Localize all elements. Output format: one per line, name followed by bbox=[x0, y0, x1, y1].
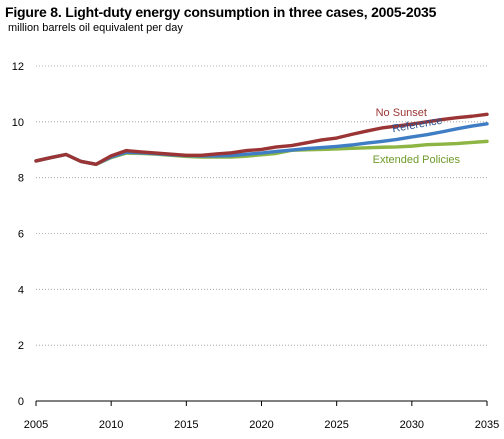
grid-layer bbox=[36, 65, 487, 346]
y-tick-label: 10 bbox=[12, 117, 24, 129]
x-tick-label: 2035 bbox=[475, 419, 499, 431]
series-line-no-sunset bbox=[34, 112, 489, 166]
x-tick-label: 2020 bbox=[249, 419, 273, 431]
y-tick-label: 8 bbox=[18, 173, 24, 185]
axis-layer: 0 2 4 6 8 10 12 2005 2010 2015 2020 2025 2030 2035 bbox=[12, 61, 499, 431]
x-tick-label: 2005 bbox=[24, 419, 48, 431]
x-tick-label: 2030 bbox=[400, 419, 424, 431]
y-tick-label: 12 bbox=[12, 61, 24, 73]
y-tick-label: 6 bbox=[18, 229, 24, 241]
y-tick-label: 2 bbox=[18, 340, 24, 352]
series-layer bbox=[34, 112, 489, 166]
x-tick-label: 2015 bbox=[174, 419, 198, 431]
chart-title: Figure 8. Light-duty energy consumption … bbox=[5, 4, 437, 20]
y-axis-label: million barrels oil equivalent per day bbox=[8, 22, 183, 34]
x-tick-label: 2025 bbox=[324, 419, 348, 431]
series-label-no-sunset: No Sunset bbox=[376, 107, 427, 119]
y-tick-label: 0 bbox=[18, 396, 24, 408]
x-tick-label: 2010 bbox=[99, 419, 123, 431]
series-label-extended-policies: Extended Policies bbox=[373, 154, 461, 166]
y-tick-label: 4 bbox=[18, 284, 24, 296]
